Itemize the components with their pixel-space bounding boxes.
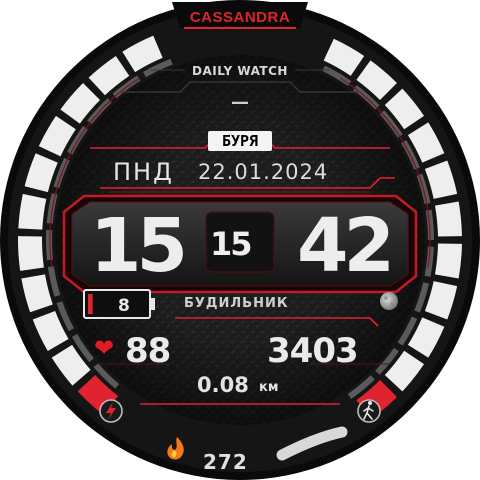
segment-ring <box>17 35 462 420</box>
walking-person-icon[interactable] <box>357 399 381 423</box>
calories-value[interactable]: 272 <box>203 450 248 474</box>
ring-segment-right <box>424 281 458 320</box>
time-seconds: 15 <box>210 225 253 263</box>
distance-value: 0.08 <box>197 373 249 397</box>
inner-ring-segment <box>143 58 173 78</box>
moon-phase-icon <box>380 292 398 310</box>
time-hours: 15 <box>90 203 188 289</box>
inner-ring-segment <box>56 301 75 332</box>
battery-value: 8 <box>118 296 130 316</box>
inner-ring-segment <box>414 282 430 313</box>
subtitle-label: DAILY WATCH <box>192 64 288 78</box>
weather-label[interactable]: БУРЯ <box>208 131 272 151</box>
date-text[interactable]: 22.01.2024 <box>198 160 329 184</box>
day-of-week: ПНД <box>113 158 174 186</box>
inner-ring-segment <box>71 334 94 363</box>
time-minutes: 42 <box>297 203 395 289</box>
ring-segment-left <box>24 153 58 193</box>
ring-segment-left <box>32 310 69 351</box>
ring-segment-left <box>51 344 91 386</box>
inner-ring-segment <box>47 266 61 297</box>
inner-ring-segment <box>347 375 375 399</box>
inner-ring-segment <box>375 347 399 375</box>
ring-segment-left <box>21 274 53 313</box>
calorie-progress-track <box>276 426 348 461</box>
battery-frame <box>83 289 151 319</box>
distance-unit: км <box>259 380 279 395</box>
ring-segment-right <box>356 60 397 100</box>
ring-segment-right <box>384 88 425 130</box>
ring-segment-right <box>434 243 462 279</box>
heart-icon[interactable]: ❤ <box>94 334 115 362</box>
ring-segment-right <box>407 317 445 358</box>
ring-segment-right <box>323 38 365 76</box>
ring-segment-right <box>434 201 462 237</box>
top-dash: — <box>231 92 249 113</box>
ring-segment-left <box>38 115 76 157</box>
lightning-icon[interactable] <box>99 399 123 423</box>
inner-ring-segment <box>93 363 120 389</box>
alarm-button[interactable]: БУДИЛЬНИК <box>184 296 289 311</box>
ring-segment-left <box>60 83 100 124</box>
battery-level-bar <box>88 294 93 314</box>
ring-segment-right <box>424 160 458 199</box>
ring-segment-left <box>88 55 130 96</box>
brand-label: CASSANDRA <box>189 9 291 26</box>
inner-ring-segment <box>397 316 418 346</box>
ring-segment-left <box>17 236 44 271</box>
flame-icon <box>167 437 184 460</box>
ring-segment-left <box>122 35 163 73</box>
seconds-box <box>205 211 275 273</box>
brand-notch <box>172 2 308 28</box>
steps-value[interactable]: 3403 <box>267 331 359 371</box>
ring-segment-left <box>18 193 47 230</box>
ring-segment-right <box>384 350 425 392</box>
heart-rate-value[interactable]: 88 <box>125 331 171 371</box>
ring-segment-right <box>407 122 445 163</box>
